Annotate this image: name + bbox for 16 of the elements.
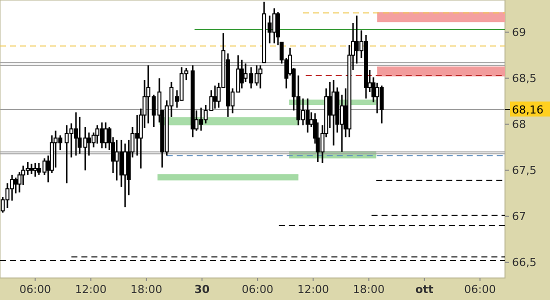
x-tick-label: 12:00 — [297, 283, 330, 296]
x-tick-label: 18:00 — [130, 283, 162, 296]
x-tick-label: 06:00 — [464, 283, 496, 296]
x-tick-label: 18:00 — [352, 283, 385, 296]
y-tick-label: 67,5 — [512, 164, 536, 178]
y-tick-label: 68,5 — [512, 72, 536, 86]
x-tick-label: 12:00 — [74, 283, 107, 296]
x-tick-label: 06:00 — [242, 283, 274, 296]
x-tick-label: 06:00 — [19, 283, 52, 296]
ref-line-label: 68,16 — [512, 103, 544, 116]
y-tick-label: 66,5 — [512, 256, 536, 270]
y-tick-label: 67 — [512, 210, 526, 224]
x-tick-label: 30 — [194, 283, 210, 296]
y-tick-label: 69 — [512, 26, 526, 40]
y-tick-label: 68 — [512, 118, 526, 132]
x-tick-label: ott — [415, 283, 434, 296]
